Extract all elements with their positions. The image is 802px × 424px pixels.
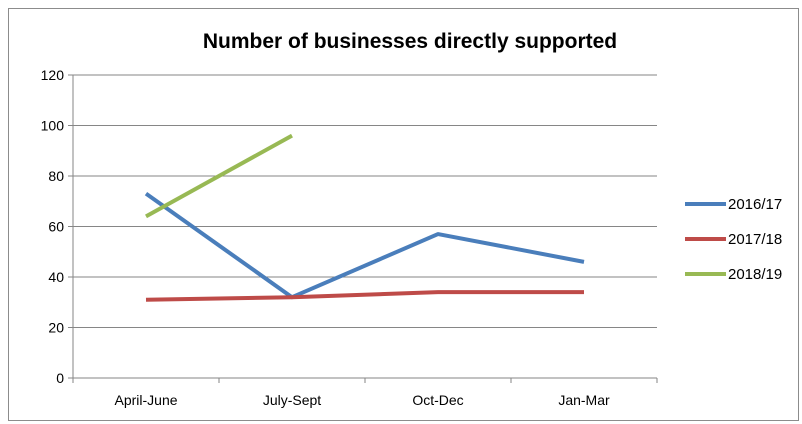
series-lines — [144, 133, 585, 302]
chart-title: Number of businesses directly supported — [203, 30, 617, 53]
series-line-2018-19 — [145, 133, 293, 219]
y-tick-label: 100 — [41, 118, 65, 134]
legend-label: 2018/19 — [728, 266, 782, 283]
y-tick-labels: 0 20 40 60 80 100 120 — [41, 67, 65, 386]
y-tick-label: 0 — [56, 370, 64, 386]
chart-frame — [8, 8, 799, 421]
x-tick-label: July-Sept — [263, 392, 321, 408]
x-tick-labels: April-June July-Sept Oct-Dec Jan-Mar — [114, 392, 610, 408]
series-line-2017-18 — [145, 290, 584, 302]
legend-label: 2016/17 — [728, 196, 782, 213]
legend-label: 2017/18 — [728, 231, 782, 248]
y-tick-label: 120 — [41, 67, 65, 83]
x-tick-label: Jan-Mar — [558, 392, 610, 408]
y-tick-label: 20 — [48, 320, 64, 336]
y-tick-label: 40 — [48, 269, 64, 285]
y-tick-label: 80 — [48, 168, 64, 184]
gridlines — [73, 74, 657, 328]
x-tick-label: April-June — [114, 392, 177, 408]
x-tick-label: Oct-Dec — [412, 392, 463, 408]
axes — [68, 74, 658, 383]
y-tick-label: 60 — [48, 219, 64, 235]
legend: 2016/17 2017/18 2018/19 — [685, 196, 782, 283]
series-line-2016-17 — [144, 192, 585, 300]
